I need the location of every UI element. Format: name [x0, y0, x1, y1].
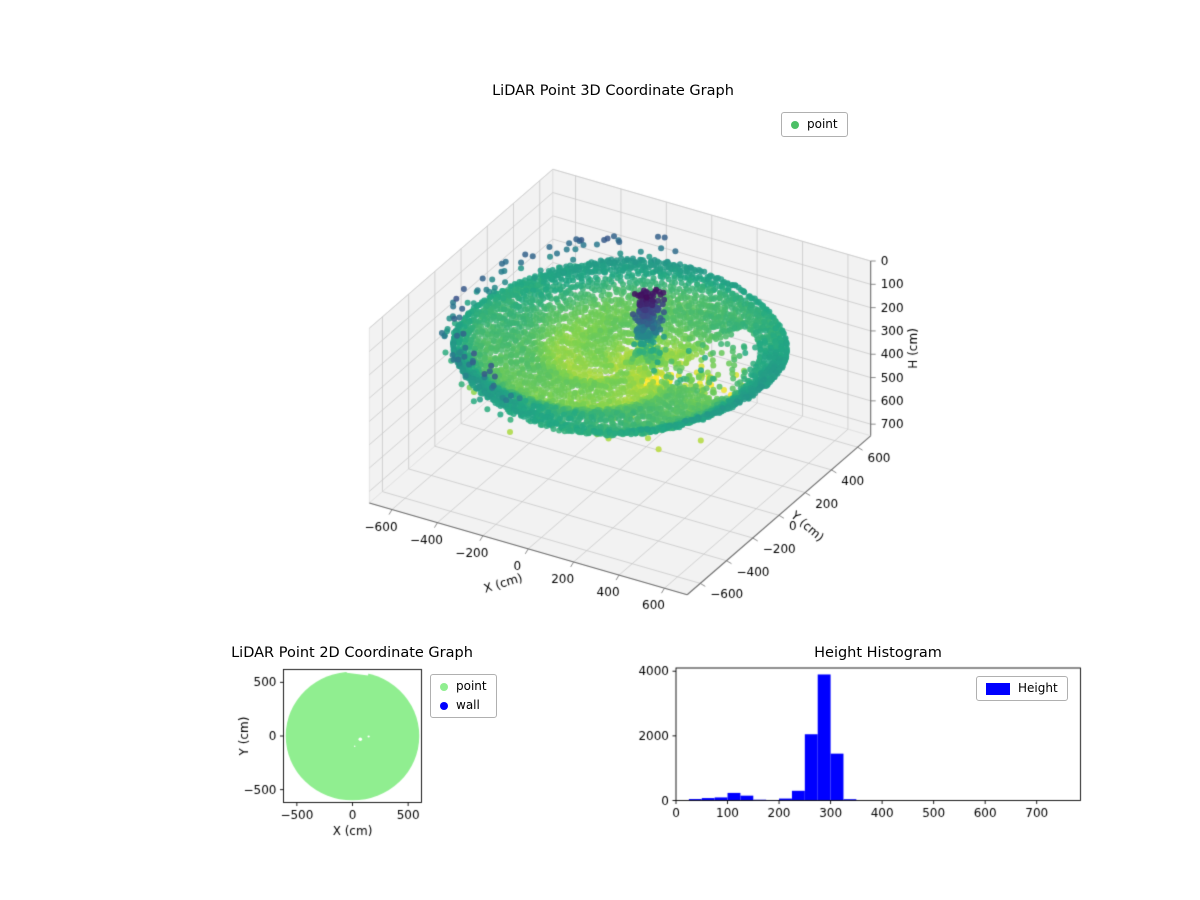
plot3d-legend: point [781, 112, 848, 137]
legend-label: wall [456, 698, 480, 712]
plot3d-title: LiDAR Point 3D Coordinate Graph [492, 83, 734, 99]
legend-label: point [456, 679, 487, 693]
histogram-title: Height Histogram [814, 645, 942, 661]
legend-label: Height [1018, 681, 1058, 695]
legend-item-wall: wall [440, 698, 487, 713]
legend-label: point [807, 117, 838, 131]
legend-item-point: point [791, 117, 838, 132]
point-marker-icon [791, 120, 799, 129]
histogram-legend: Height [976, 676, 1068, 701]
wall-marker-icon [440, 701, 448, 710]
plot2d-title: LiDAR Point 2D Coordinate Graph [231, 645, 473, 661]
legend-item-height: Height [986, 681, 1058, 696]
plot2d-legend: point wall [430, 674, 497, 718]
point-marker-icon [440, 682, 448, 691]
legend-item-point: point [440, 679, 487, 694]
height-marker-icon [986, 682, 1010, 695]
